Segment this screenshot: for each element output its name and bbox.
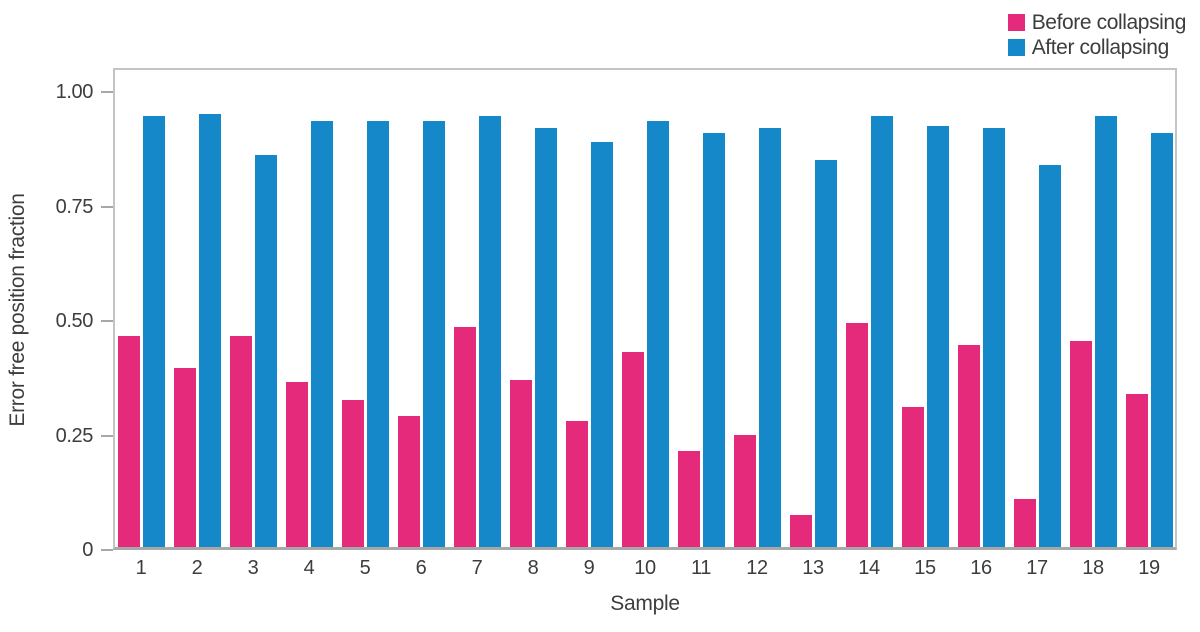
bar-before-sample-3 <box>229 336 252 547</box>
bar-after-sample-9 <box>590 141 613 547</box>
bar-before-sample-16 <box>957 345 980 547</box>
bar-after-sample-18 <box>1094 116 1117 547</box>
bar-before-sample-4 <box>285 382 308 547</box>
bar-after-sample-13 <box>814 160 837 547</box>
legend-label-after: After collapsing <box>1031 36 1170 59</box>
y-tick-mark-1.00 <box>101 91 113 93</box>
bar-before-sample-10 <box>621 352 644 547</box>
bar-after-sample-14 <box>870 116 893 547</box>
bar-after-sample-3 <box>254 155 277 547</box>
y-tick-label-0.25: 0.25 <box>55 424 94 447</box>
x-tick-label-19: 19 <box>1138 557 1160 579</box>
bar-after-sample-19 <box>1150 132 1173 547</box>
plot-area <box>113 68 1177 550</box>
bar-after-sample-11 <box>702 132 725 547</box>
bar-after-sample-6 <box>422 121 445 547</box>
y-tick-label-1.00: 1.00 <box>55 81 94 103</box>
bar-before-sample-14 <box>845 322 868 547</box>
x-tick-label-3: 3 <box>247 557 259 579</box>
bar-after-sample-15 <box>926 125 949 547</box>
y-tick-mark-0.25 <box>101 434 113 437</box>
x-tick-label-13: 13 <box>802 557 824 579</box>
x-tick-label-17: 17 <box>1026 557 1048 579</box>
bar-after-sample-2 <box>198 114 221 547</box>
bar-after-sample-16 <box>982 127 1005 547</box>
bar-before-sample-11 <box>677 450 700 547</box>
x-tick-label-11: 11 <box>691 557 711 579</box>
x-tick-label-18: 18 <box>1082 557 1104 579</box>
bar-before-sample-15 <box>901 407 924 547</box>
legend: Before collapsing After collapsing <box>1007 11 1187 59</box>
legend-label-before: Before collapsing <box>1031 11 1187 34</box>
bar-before-sample-2 <box>173 368 196 547</box>
bar-after-sample-12 <box>758 127 781 547</box>
bar-before-sample-18 <box>1069 340 1092 547</box>
legend-swatch-before-icon <box>1007 14 1025 31</box>
bar-after-sample-10 <box>646 121 669 547</box>
bar-before-sample-6 <box>397 416 420 547</box>
y-tick-label-0.50: 0.50 <box>55 310 94 332</box>
x-tick-label-10: 10 <box>634 557 656 579</box>
bar-after-sample-1 <box>142 116 165 547</box>
x-tick-label-16: 16 <box>970 557 992 579</box>
legend-swatch-after-icon <box>1007 39 1025 56</box>
x-tick-label-7: 7 <box>471 557 483 579</box>
x-tick-label-1: 1 <box>135 557 147 579</box>
x-tick-label-4: 4 <box>303 557 315 579</box>
x-tick-label-2: 2 <box>191 557 203 579</box>
x-tick-label-14: 14 <box>858 557 880 579</box>
x-tick-label-6: 6 <box>415 557 427 579</box>
bar-before-sample-13 <box>789 514 812 547</box>
bar-before-sample-19 <box>1125 393 1148 547</box>
bar-after-sample-4 <box>310 121 333 547</box>
x-tick-label-8: 8 <box>527 557 539 579</box>
bar-before-sample-5 <box>341 400 364 547</box>
bar-before-sample-1 <box>117 336 140 547</box>
bar-after-sample-7 <box>478 116 501 547</box>
bar-after-sample-17 <box>1038 164 1061 547</box>
bar-after-sample-5 <box>366 121 389 547</box>
y-tick-label-0: 0 <box>82 539 93 561</box>
y-tick-mark-0.50 <box>101 320 113 322</box>
bar-before-sample-12 <box>733 434 756 547</box>
bar-before-sample-17 <box>1013 498 1036 547</box>
y-tick-mark-0.75 <box>101 205 113 208</box>
bar-before-sample-7 <box>453 327 476 547</box>
x-tick-label-9: 9 <box>583 557 595 579</box>
legend-item-before-collapsing: Before collapsing <box>1007 11 1187 34</box>
x-tick-label-12: 12 <box>746 557 768 579</box>
x-tick-label-5: 5 <box>359 557 371 579</box>
y-tick-label-0.75: 0.75 <box>55 195 94 218</box>
bar-after-sample-8 <box>534 127 557 547</box>
y-tick-mark-0 <box>101 549 113 551</box>
x-axis-title: Sample <box>610 592 680 615</box>
legend-item-after-collapsing: After collapsing <box>1007 36 1186 59</box>
bar-before-sample-8 <box>509 379 532 547</box>
x-tick-label-15: 15 <box>914 557 936 579</box>
bar-before-sample-9 <box>565 421 588 547</box>
